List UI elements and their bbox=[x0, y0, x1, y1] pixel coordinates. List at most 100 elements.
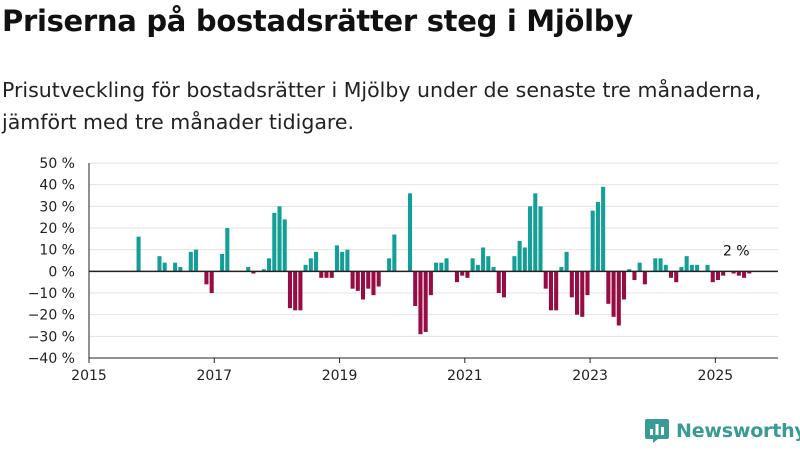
x-tick-label: 2021 bbox=[447, 368, 483, 384]
bar bbox=[601, 186, 606, 272]
bar bbox=[376, 271, 381, 287]
bar bbox=[413, 271, 418, 306]
bar bbox=[366, 271, 371, 289]
axes bbox=[88, 163, 778, 363]
x-tick-label: 2023 bbox=[572, 368, 608, 384]
bar bbox=[392, 234, 397, 272]
bar bbox=[204, 271, 209, 285]
bar bbox=[418, 271, 423, 335]
bar bbox=[501, 271, 507, 298]
bar bbox=[554, 271, 559, 311]
bar bbox=[627, 269, 632, 272]
bar bbox=[407, 193, 413, 272]
bar bbox=[314, 251, 319, 272]
bar bbox=[188, 251, 193, 272]
bar bbox=[475, 264, 480, 272]
bar bbox=[653, 258, 658, 272]
bar bbox=[663, 264, 668, 272]
bar bbox=[747, 271, 752, 274]
bar bbox=[261, 269, 266, 272]
bar bbox=[282, 219, 287, 272]
bar bbox=[611, 271, 616, 317]
bar bbox=[460, 271, 465, 276]
bar bbox=[486, 256, 491, 272]
bar bbox=[595, 202, 600, 272]
newsworthy-logo-icon bbox=[645, 419, 669, 443]
bar bbox=[543, 271, 548, 289]
bar bbox=[632, 271, 637, 280]
bar bbox=[679, 267, 684, 272]
bar bbox=[444, 258, 449, 272]
annotation-label: 2 % bbox=[723, 244, 750, 260]
bar bbox=[705, 264, 710, 272]
bar bbox=[387, 258, 392, 272]
bar bbox=[360, 271, 366, 300]
y-tick-label: −20 % bbox=[28, 308, 75, 324]
bar bbox=[246, 267, 251, 272]
bar bbox=[559, 267, 564, 272]
bar bbox=[225, 228, 230, 272]
bar bbox=[324, 271, 329, 278]
bar bbox=[496, 271, 501, 293]
bar bbox=[319, 271, 324, 278]
bar bbox=[517, 241, 522, 272]
bar bbox=[173, 262, 178, 272]
bar bbox=[533, 193, 538, 272]
bar bbox=[220, 254, 225, 272]
bar bbox=[538, 206, 543, 272]
bar bbox=[193, 249, 199, 272]
bar bbox=[303, 264, 308, 272]
bar-chart: 50 % 40 % 30 % 20 % 10 % 0 % −10 % −20 % −30 % −4… bbox=[28, 156, 778, 384]
bar bbox=[334, 245, 339, 272]
x-tick-label: 2017 bbox=[196, 368, 232, 384]
bar bbox=[695, 264, 700, 272]
bar bbox=[162, 262, 167, 272]
y-tick-label: 30 % bbox=[39, 199, 75, 215]
bar bbox=[710, 271, 715, 283]
bar bbox=[564, 251, 569, 272]
bars bbox=[136, 186, 752, 335]
bar bbox=[658, 258, 663, 272]
y-tick-label: 0 % bbox=[48, 264, 75, 280]
bar bbox=[272, 212, 277, 272]
bar bbox=[345, 249, 350, 272]
bar bbox=[621, 271, 627, 300]
bar bbox=[355, 271, 360, 291]
y-tick-label: 20 % bbox=[39, 221, 75, 237]
bar bbox=[470, 258, 475, 272]
bar bbox=[575, 271, 580, 315]
bar bbox=[298, 271, 303, 311]
bar bbox=[689, 264, 694, 272]
bar bbox=[721, 271, 726, 276]
bar bbox=[731, 271, 736, 274]
bar bbox=[715, 271, 721, 280]
y-tick-label: −10 % bbox=[28, 286, 75, 302]
bar bbox=[512, 256, 517, 272]
bar bbox=[465, 271, 470, 278]
bar bbox=[157, 256, 162, 272]
y-tick-label: −40 % bbox=[28, 351, 75, 367]
y-tick-label: −30 % bbox=[28, 329, 75, 345]
y-tick-label: 10 % bbox=[39, 243, 75, 259]
bar bbox=[491, 267, 496, 272]
chart-title: Priserna på bostadsrätter steg i Mjölby bbox=[2, 4, 633, 38]
bar bbox=[481, 247, 486, 272]
bar bbox=[454, 271, 460, 283]
bar bbox=[308, 258, 313, 272]
bar bbox=[277, 206, 282, 272]
bar bbox=[548, 271, 553, 311]
bar bbox=[684, 256, 689, 272]
bar bbox=[439, 262, 444, 272]
bar bbox=[668, 271, 674, 278]
bar bbox=[178, 267, 183, 272]
bar bbox=[287, 271, 292, 309]
bar bbox=[585, 271, 590, 296]
bar bbox=[742, 271, 747, 278]
bar bbox=[606, 271, 611, 304]
bar bbox=[580, 271, 585, 317]
bar bbox=[674, 271, 679, 283]
bar bbox=[423, 271, 428, 332]
bar bbox=[522, 247, 527, 272]
bar bbox=[251, 271, 256, 274]
bar bbox=[340, 251, 345, 272]
